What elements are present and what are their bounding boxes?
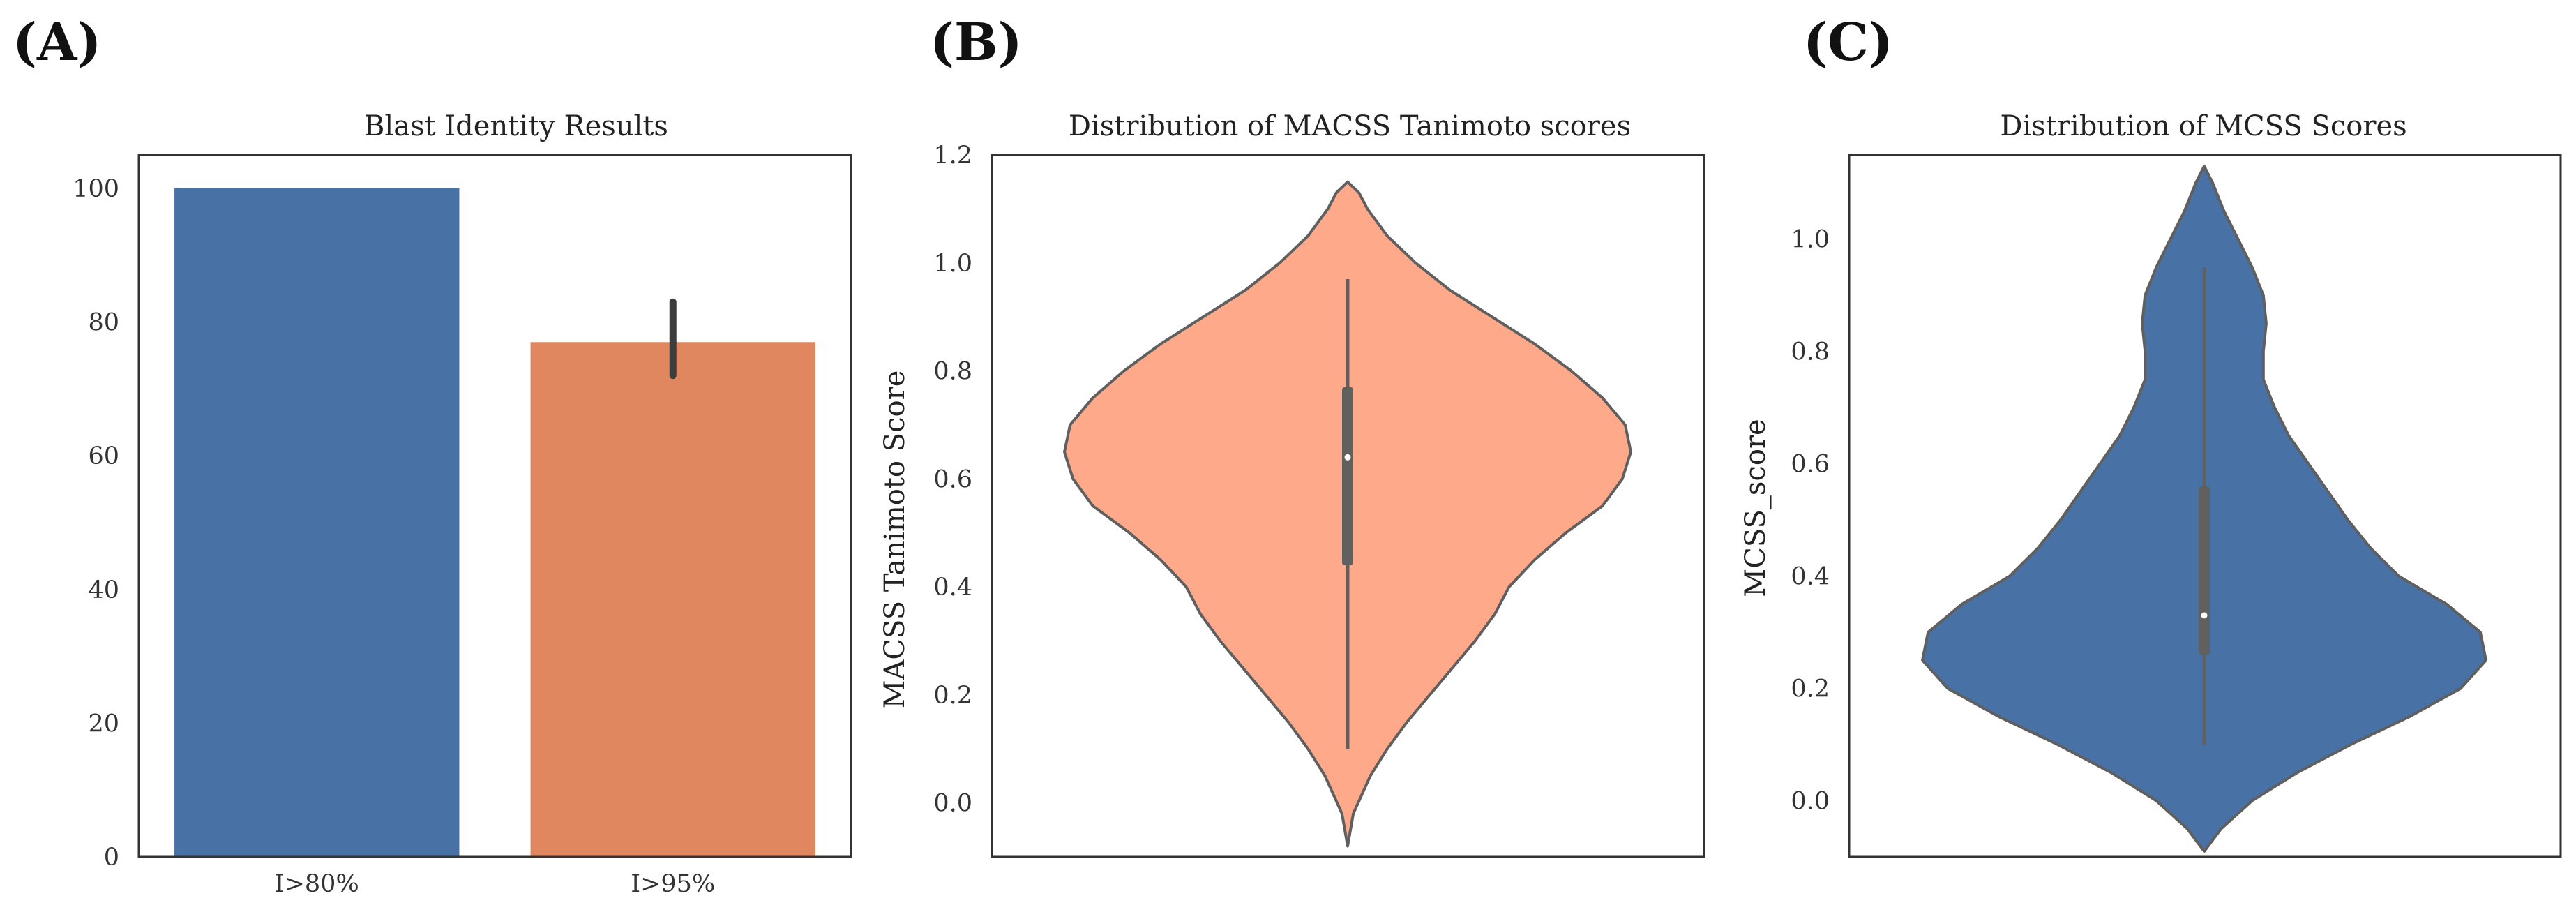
panel-a: (A) Blast Identity Results 020406080100 … [13,13,852,898]
panel-label-c: (C) [1803,13,1893,73]
chart-b-ytick-label: 1.2 [933,142,972,170]
chart-b-ytick-label: 1.0 [933,250,972,278]
chart-c-median-marker [2201,612,2208,619]
chart-c-ylabel: MCSS_score [1740,419,1772,597]
panel-label-a: (A) [13,13,101,73]
chart-c-ytick-label: 0.6 [1791,451,1830,479]
chart-a-ytick-label: 100 [73,175,119,203]
chart-b-ytick-label: 0.6 [933,465,972,493]
chart-b-ylabel: MACSS Tanimoto Score [879,371,911,709]
chart-a-ytick-label: 80 [88,309,119,337]
chart-c-title: Distribution of MCSS Scores [2000,110,2406,142]
chart-c-ytick-label: 0.8 [1791,338,1830,366]
chart-b-median-marker [1344,454,1351,461]
chart-a-ytick-label: 60 [88,442,119,470]
chart-a-xtick-label: I>95% [631,870,715,898]
chart-a-xtick-label: I>80% [275,870,359,898]
panel-label-b: (B) [930,13,1023,73]
chart-a-plot-frame [137,154,852,858]
chart-c-ytick-label: 1.0 [1791,226,1830,254]
chart-a-bar [174,188,460,857]
chart-a-ytick-label: 20 [88,710,119,738]
chart-b-ytick-label: 0.2 [933,682,972,710]
chart-a-ytick-label: 0 [104,844,119,872]
chart-b-ytick-label: 0.8 [933,358,972,386]
chart-b-title: Distribution of MACSS Tanimoto scores [1069,110,1631,142]
chart-c-ytick-label: 0.0 [1791,788,1830,816]
chart-c-ytick-label: 0.2 [1791,675,1830,703]
chart-a-ytick-label: 40 [88,576,119,604]
chart-b-ytick-label: 0.0 [933,790,972,818]
panel-c: (C) Distribution of MCSS Scores MCSS_sco… [1740,13,2562,858]
chart-b-iqr-box [1342,387,1353,566]
panel-b: (B) Distribution of MACSS Tanimoto score… [879,13,1705,858]
chart-b-plot-frame [991,154,1705,858]
chart-a-title: Blast Identity Results [364,110,668,142]
chart-c-ytick-label: 0.4 [1791,563,1830,591]
chart-c-plot-frame [1848,154,2562,858]
chart-c-iqr-box [2199,486,2210,655]
chart-a-bar [530,342,815,857]
chart-b-ytick-label: 0.4 [933,574,972,601]
